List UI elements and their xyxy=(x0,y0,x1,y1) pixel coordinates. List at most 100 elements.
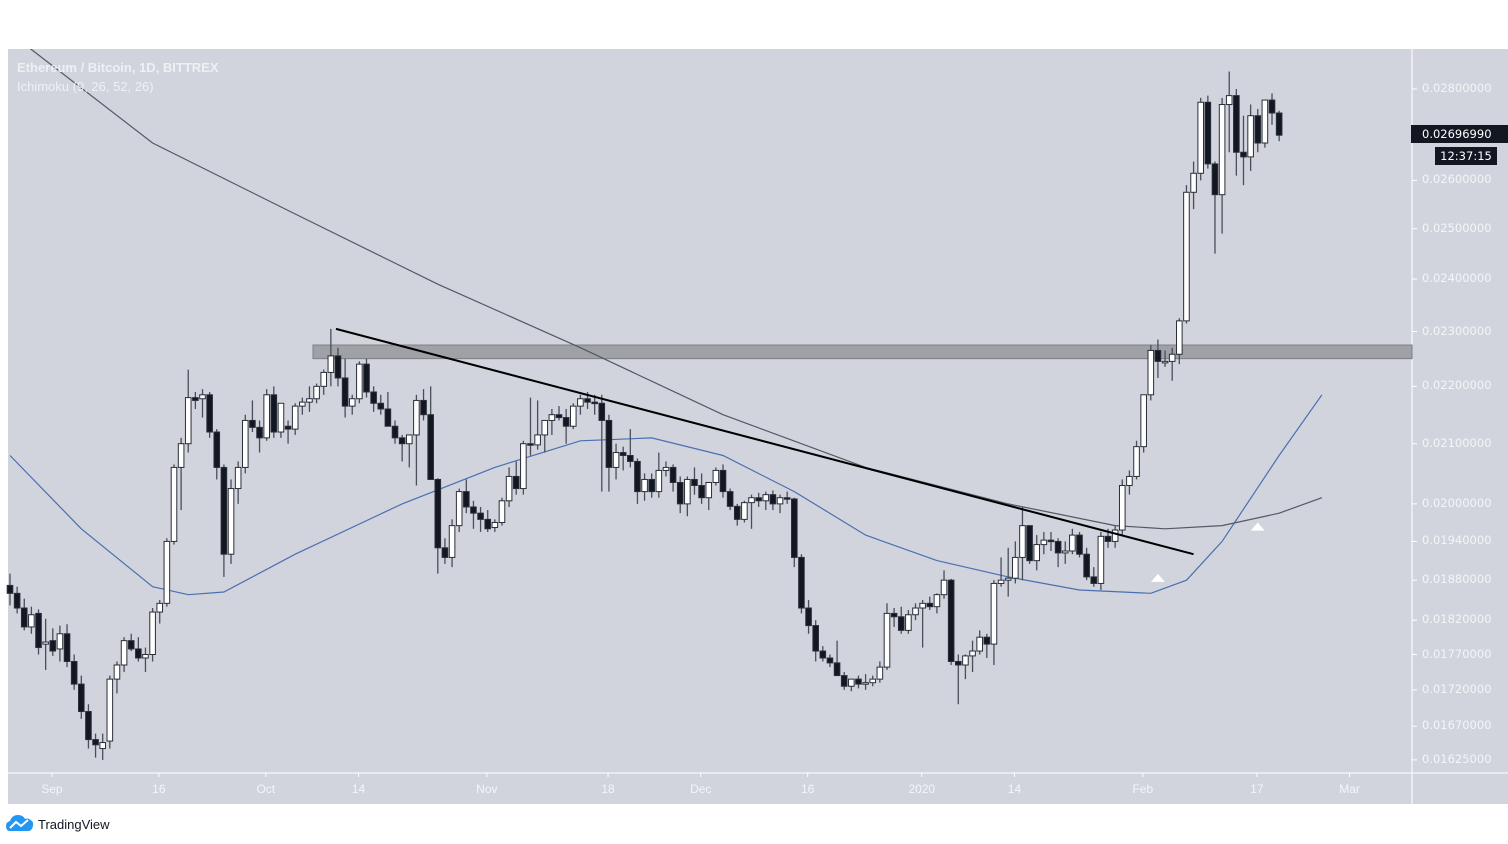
candle[interactable] xyxy=(798,556,805,609)
trendline[interactable] xyxy=(335,327,1194,556)
candle[interactable] xyxy=(1275,112,1283,136)
candle[interactable] xyxy=(135,648,142,659)
candle[interactable] xyxy=(49,640,57,652)
candle[interactable] xyxy=(748,497,755,504)
candle[interactable] xyxy=(919,602,926,609)
candle[interactable] xyxy=(184,397,192,445)
candle[interactable] xyxy=(363,363,370,393)
candle[interactable] xyxy=(142,654,149,659)
candle[interactable] xyxy=(776,497,784,505)
candle[interactable] xyxy=(341,377,349,407)
candle[interactable] xyxy=(320,371,328,387)
candle[interactable] xyxy=(1240,151,1247,158)
candle[interactable] xyxy=(70,660,78,685)
candle[interactable] xyxy=(855,678,862,685)
candle[interactable] xyxy=(719,469,727,493)
chart-pane[interactable] xyxy=(8,49,1508,804)
candle[interactable] xyxy=(1204,101,1212,165)
candle[interactable] xyxy=(470,506,477,514)
candle[interactable] xyxy=(306,398,313,403)
candle[interactable] xyxy=(327,355,335,373)
candle[interactable] xyxy=(755,497,762,502)
candle[interactable] xyxy=(926,602,934,608)
candle[interactable] xyxy=(1190,172,1197,193)
candle[interactable] xyxy=(591,401,598,405)
candle[interactable] xyxy=(840,675,848,687)
candle[interactable] xyxy=(6,584,14,594)
candle[interactable] xyxy=(1197,101,1205,174)
candle[interactable] xyxy=(213,431,221,468)
candle[interactable] xyxy=(1118,485,1126,531)
candle[interactable] xyxy=(933,594,941,608)
candle[interactable] xyxy=(1111,529,1119,542)
candle[interactable] xyxy=(256,426,263,439)
candle[interactable] xyxy=(291,405,299,430)
candle[interactable] xyxy=(705,481,713,499)
candle[interactable] xyxy=(541,419,549,436)
candle[interactable] xyxy=(769,494,777,505)
candle[interactable] xyxy=(85,711,92,741)
candle[interactable] xyxy=(1083,553,1090,578)
candle[interactable] xyxy=(434,478,442,549)
candle[interactable] xyxy=(605,419,613,468)
candle[interactable] xyxy=(1225,95,1233,106)
candle[interactable] xyxy=(876,666,884,680)
candle[interactable] xyxy=(897,616,905,631)
candle[interactable] xyxy=(691,478,698,487)
candle[interactable] xyxy=(548,414,556,421)
candle[interactable] xyxy=(1097,535,1105,584)
candle[interactable] xyxy=(334,355,342,379)
candle[interactable] xyxy=(1161,360,1169,364)
candle[interactable] xyxy=(348,398,356,407)
candle[interactable] xyxy=(441,547,449,558)
candle[interactable] xyxy=(969,650,976,657)
candle[interactable] xyxy=(120,640,128,666)
tradingview-footer[interactable]: TradingView xyxy=(6,814,110,834)
candle[interactable] xyxy=(890,612,898,618)
candle[interactable] xyxy=(912,607,919,616)
candle[interactable] xyxy=(156,602,164,613)
candle[interactable] xyxy=(427,414,434,480)
indicator-legend[interactable]: Ichimoku (9, 26, 52, 26) xyxy=(17,79,154,94)
candle[interactable] xyxy=(848,678,855,687)
candle[interactable] xyxy=(384,408,392,427)
candle[interactable] xyxy=(1168,353,1176,362)
candle[interactable] xyxy=(220,466,228,555)
candle[interactable] xyxy=(398,437,406,445)
candle[interactable] xyxy=(819,650,827,659)
candle[interactable] xyxy=(277,402,285,433)
candle[interactable] xyxy=(42,641,49,645)
candle[interactable] xyxy=(512,475,520,490)
candle[interactable] xyxy=(634,460,641,493)
candle[interactable] xyxy=(113,664,121,680)
candle[interactable] xyxy=(712,469,720,483)
candle[interactable] xyxy=(28,614,35,628)
candle[interactable] xyxy=(484,518,492,530)
candle[interactable] xyxy=(127,640,135,650)
candle[interactable] xyxy=(662,466,670,471)
candle[interactable] xyxy=(1176,320,1183,355)
candle[interactable] xyxy=(676,481,684,505)
candle[interactable] xyxy=(1261,99,1269,144)
candle[interactable] xyxy=(569,405,577,427)
candle[interactable] xyxy=(833,662,841,677)
candle[interactable] xyxy=(1033,544,1041,562)
candle[interactable] xyxy=(149,611,156,656)
candle[interactable] xyxy=(1140,394,1147,448)
candle[interactable] xyxy=(741,502,748,520)
candle[interactable] xyxy=(983,636,991,645)
candle[interactable] xyxy=(356,363,363,400)
candle[interactable] xyxy=(997,579,1005,584)
candle[interactable] xyxy=(641,478,648,493)
candle[interactable] xyxy=(1047,539,1055,543)
candle[interactable] xyxy=(1076,534,1083,555)
candle[interactable] xyxy=(227,488,235,555)
candle[interactable] xyxy=(170,466,178,542)
candle[interactable] xyxy=(498,500,506,524)
candle[interactable] xyxy=(106,678,114,742)
candle[interactable] xyxy=(391,425,399,439)
candle[interactable] xyxy=(405,434,413,445)
candle[interactable] xyxy=(20,607,28,628)
candle[interactable] xyxy=(1254,115,1262,144)
